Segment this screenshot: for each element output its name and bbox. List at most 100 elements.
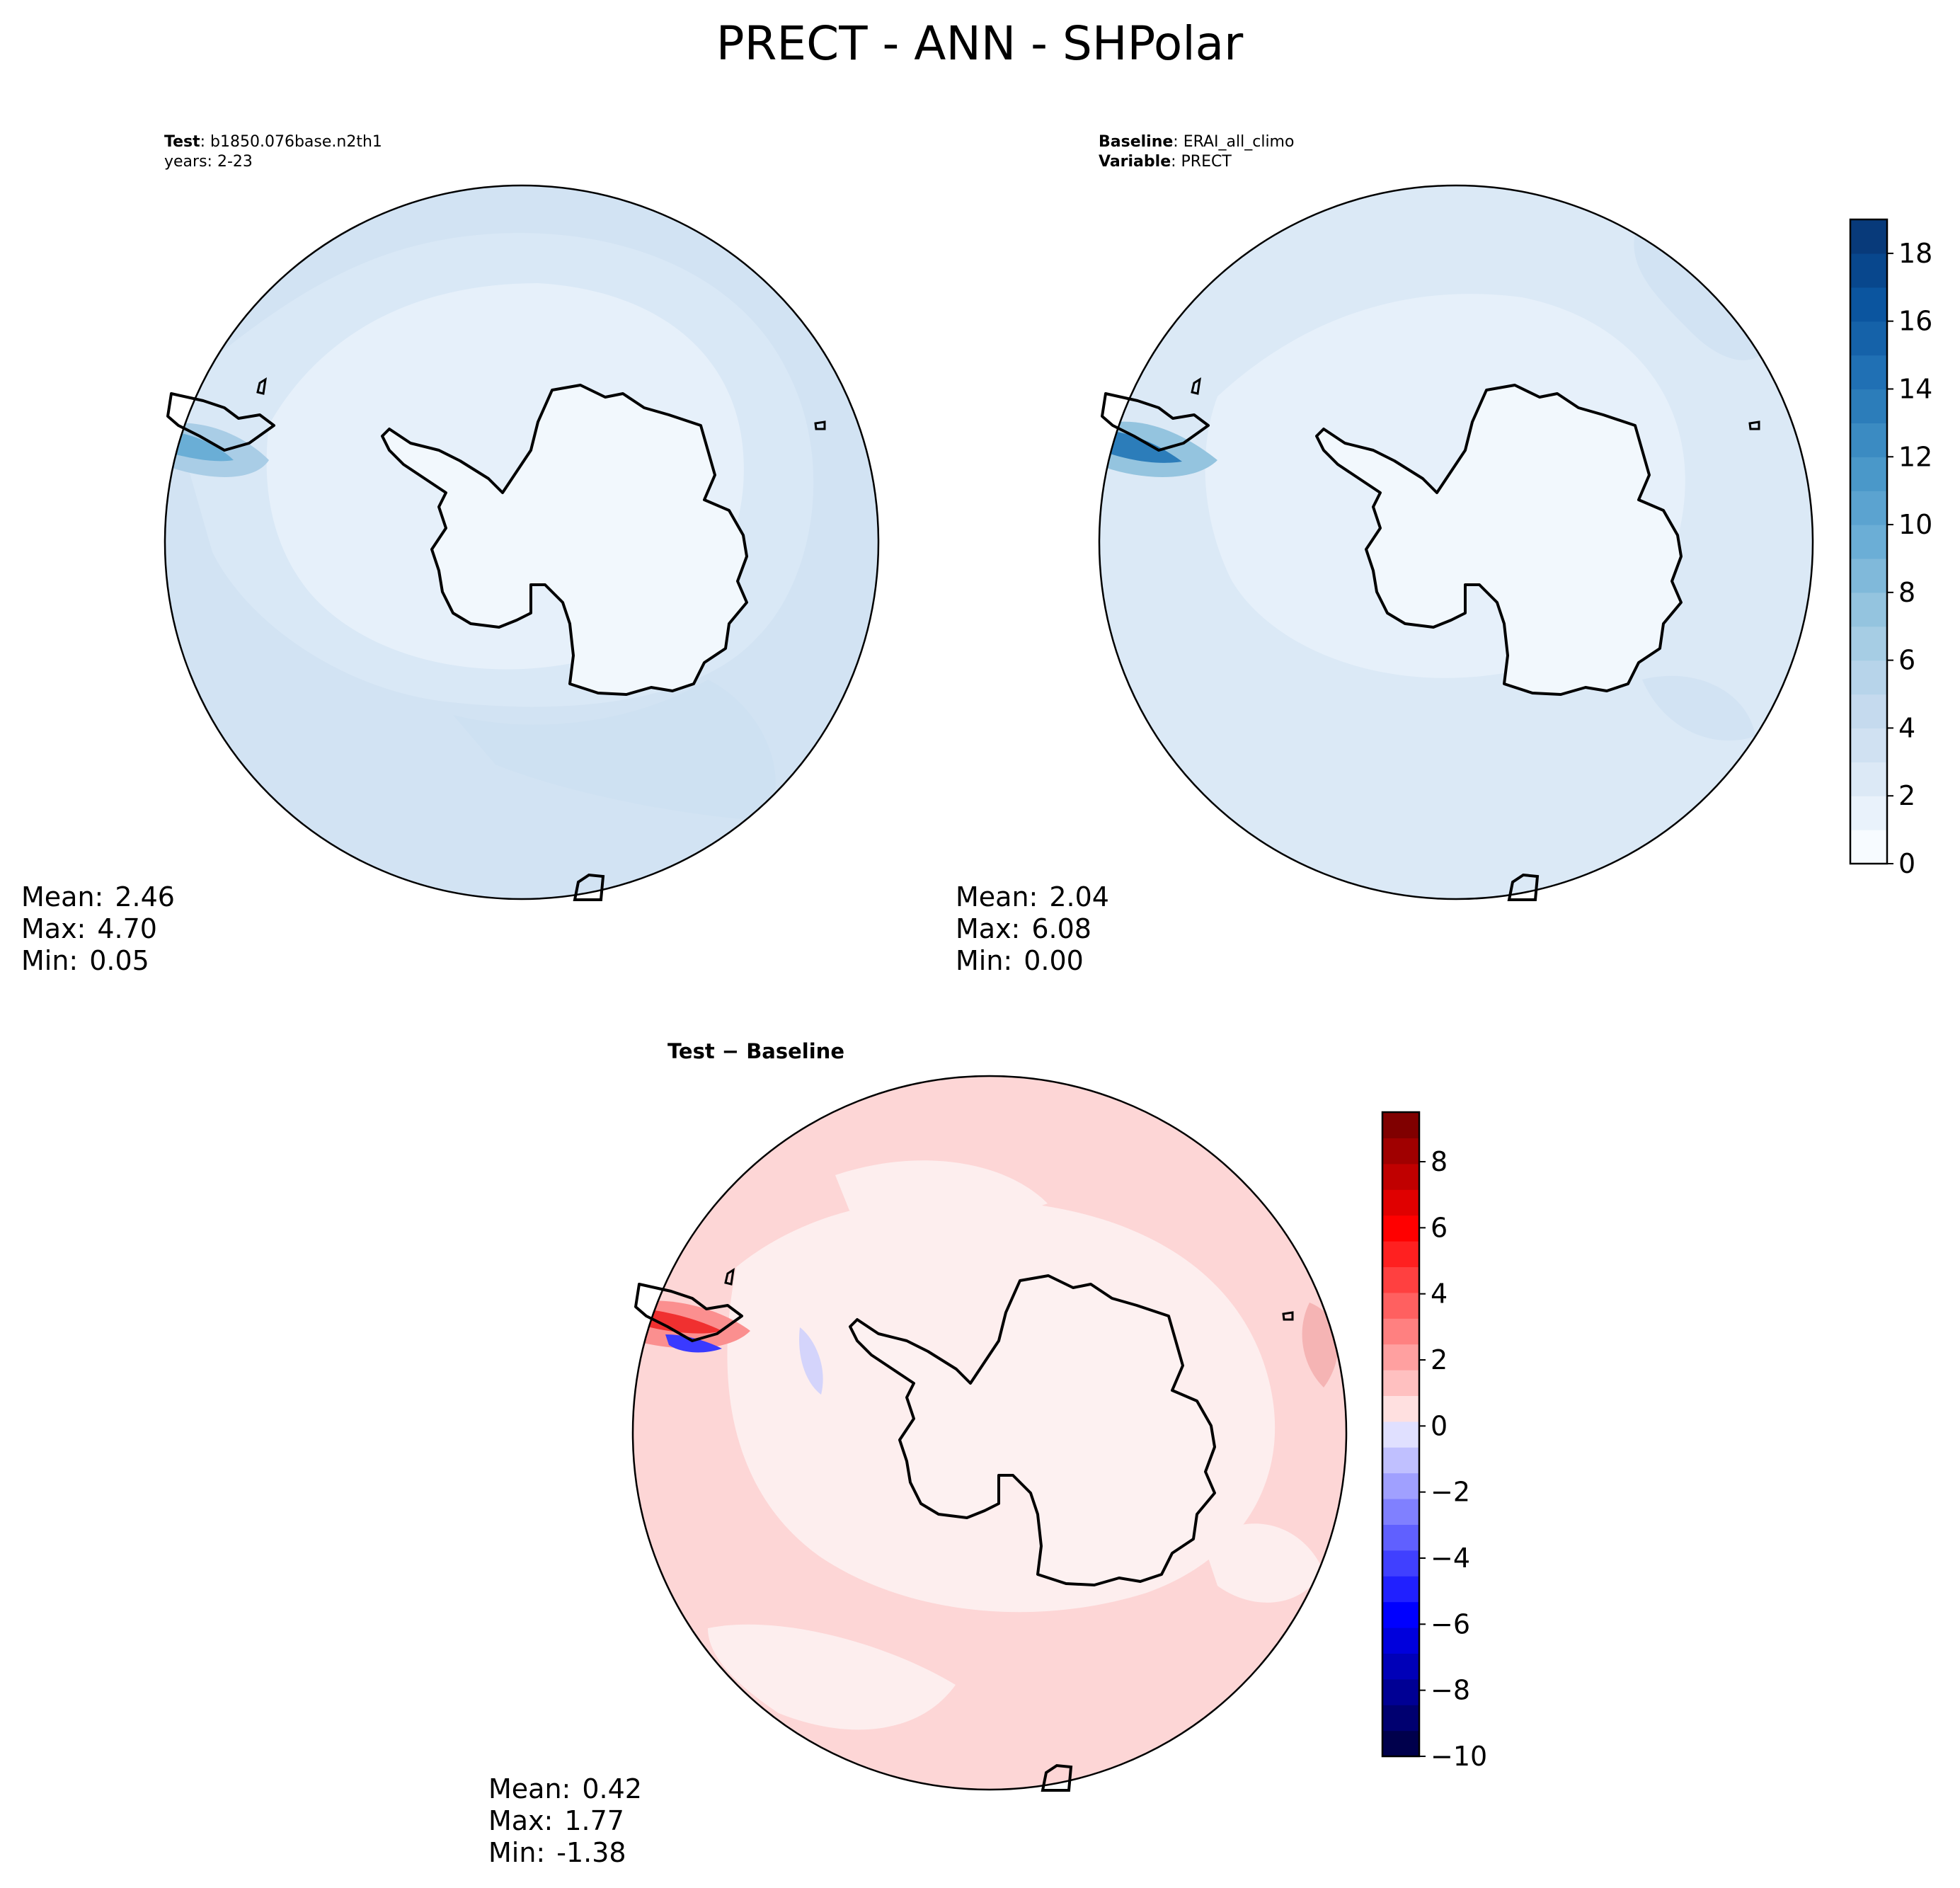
precip-colorbar-tick-label: 16 bbox=[1898, 306, 1932, 337]
baseline-map-border bbox=[1098, 184, 1814, 900]
difference-colorbar-segment bbox=[1382, 1318, 1419, 1345]
svg-text:Mean:2.04: Mean: 2.04 bbox=[956, 881, 1109, 912]
difference-map-border bbox=[631, 1075, 1348, 1791]
difference-colorbar-tick-label: 6 bbox=[1431, 1212, 1448, 1243]
difference-stats: Mean: 0.42 Max: 1.77 Min: -1.38 bbox=[488, 1773, 642, 1868]
variable-header-text: : PRECT bbox=[1171, 153, 1232, 171]
svg-text:Min:-1.38: Min: -1.38 bbox=[488, 1837, 626, 1868]
precip-colorbar-segment bbox=[1850, 491, 1887, 525]
precip-colorbar-segment bbox=[1850, 287, 1887, 322]
difference-colorbar-tick-label: −2 bbox=[1431, 1477, 1470, 1508]
test-stats: Mean: 2.46 Max: 4.70 Min: 0.05 bbox=[21, 881, 175, 976]
baseline-header: Baseline: ERAI_all_climo Variable: PRECT bbox=[1099, 133, 1294, 171]
difference-colorbar: −10 −8 −6 −4 −2 0 2 4 6 8 bbox=[1381, 1111, 1487, 1772]
difference-colorbar-segment bbox=[1382, 1550, 1419, 1577]
difference-map bbox=[631, 1075, 1348, 1792]
test-panel: Test: b1850.076base.n2th1 years: 2-23 bbox=[21, 133, 880, 976]
difference-colorbar-segment bbox=[1382, 1601, 1419, 1628]
difference-colorbar-segment bbox=[1382, 1163, 1419, 1190]
difference-colorbar-tick-label: −10 bbox=[1431, 1741, 1487, 1772]
svg-text:Mean:0.42: Mean: 0.42 bbox=[488, 1773, 642, 1804]
figure-title: PRECT - ANN - SHPolar bbox=[716, 16, 1244, 71]
svg-text:Max:6.08: Max: 6.08 bbox=[956, 913, 1091, 944]
precip-colorbar-segment bbox=[1850, 728, 1887, 762]
difference-colorbar-segment bbox=[1382, 1705, 1419, 1732]
difference-colorbar-segment bbox=[1382, 1112, 1419, 1138]
precip-colorbar-segment bbox=[1850, 219, 1887, 254]
difference-colorbar-tick-label: 0 bbox=[1431, 1410, 1448, 1441]
test-header-bold: Test bbox=[164, 133, 200, 151]
difference-colorbar-segment bbox=[1382, 1138, 1419, 1165]
svg-text:Test: b1850.076base.n2th1: Test: b1850.076base.n2th1 bbox=[164, 133, 382, 151]
difference-colorbar-segment bbox=[1382, 1421, 1419, 1448]
difference-colorbar-segment bbox=[1382, 1447, 1419, 1474]
test-header: Test: b1850.076base.n2th1 years: 2-23 bbox=[164, 133, 382, 171]
difference-colorbar-segment bbox=[1382, 1524, 1419, 1551]
precip-colorbar-tick-label: 8 bbox=[1898, 577, 1915, 608]
baseline-header-bold: Baseline bbox=[1099, 133, 1173, 151]
variable-header-bold: Variable bbox=[1099, 153, 1171, 171]
precip-colorbar-tick-label: 10 bbox=[1898, 509, 1932, 540]
precip-colorbar-segment bbox=[1850, 321, 1887, 356]
difference-colorbar-tick-label: 8 bbox=[1431, 1146, 1448, 1177]
difference-colorbar-segment bbox=[1382, 1730, 1419, 1757]
precip-colorbar-segment bbox=[1850, 626, 1887, 661]
difference-colorbar-segment bbox=[1382, 1653, 1419, 1680]
precip-colorbar-tick-label: 12 bbox=[1898, 441, 1932, 472]
test-header-text: : b1850.076base.n2th1 bbox=[200, 133, 382, 151]
test-map-border bbox=[164, 184, 880, 900]
precip-colorbar-segment bbox=[1850, 558, 1887, 593]
difference-colorbar-segment bbox=[1382, 1627, 1419, 1654]
precip-colorbar-segment bbox=[1850, 355, 1887, 390]
difference-colorbar-segment bbox=[1382, 1395, 1419, 1422]
test-map bbox=[164, 184, 880, 901]
precip-colorbar-segment bbox=[1850, 694, 1887, 729]
baseline-stats: Mean: 2.04 Max: 6.08 Min: 0.00 bbox=[956, 881, 1109, 976]
precip-colorbar-tick-label: 18 bbox=[1898, 238, 1932, 269]
svg-text:Baseline: ERAI_all_climo: Baseline: ERAI_all_climo bbox=[1099, 133, 1294, 151]
difference-colorbar-tick-label: −4 bbox=[1431, 1543, 1470, 1574]
precip-colorbar-segment bbox=[1850, 457, 1887, 491]
precip-colorbar-border bbox=[1849, 218, 1889, 865]
difference-header: Test − Baseline bbox=[667, 1039, 844, 1063]
difference-colorbar-segment bbox=[1382, 1292, 1419, 1319]
precip-colorbar: 0 2 4 6 8 10 12 14 16 18 bbox=[1849, 218, 1932, 879]
precip-colorbar-segment bbox=[1850, 423, 1887, 457]
svg-text:Variable: PRECT: Variable: PRECT bbox=[1099, 153, 1232, 171]
difference-colorbar-segment bbox=[1382, 1370, 1419, 1396]
precip-colorbar-segment bbox=[1850, 525, 1887, 559]
precip-colorbar-segment bbox=[1850, 592, 1887, 627]
baseline-header-text: : ERAI_all_climo bbox=[1173, 133, 1294, 151]
precip-colorbar-tick-label: 0 bbox=[1898, 848, 1915, 879]
svg-text:Min:0.00: Min: 0.00 bbox=[956, 945, 1084, 976]
difference-colorbar-segment bbox=[1382, 1215, 1419, 1242]
precip-colorbar-segment bbox=[1850, 830, 1887, 864]
difference-colorbar-segment bbox=[1382, 1241, 1419, 1267]
precip-colorbar-segment bbox=[1850, 253, 1887, 288]
difference-colorbar-tick-label: 2 bbox=[1431, 1344, 1448, 1375]
svg-text:Max:1.77: Max: 1.77 bbox=[488, 1805, 624, 1836]
test-years: years: 2-23 bbox=[164, 153, 253, 171]
precip-colorbar-segment bbox=[1850, 389, 1887, 423]
difference-colorbar-tick-label: −6 bbox=[1431, 1608, 1470, 1640]
difference-colorbar-segment bbox=[1382, 1344, 1419, 1371]
precip-colorbar-segment bbox=[1850, 762, 1887, 796]
difference-colorbar-segment bbox=[1382, 1472, 1419, 1499]
difference-colorbar-segment bbox=[1382, 1576, 1419, 1603]
difference-colorbar-segment bbox=[1382, 1266, 1419, 1293]
precip-colorbar-tick-label: 14 bbox=[1898, 373, 1932, 404]
baseline-panel: Baseline: ERAI_all_climo Variable: PRECT bbox=[956, 133, 1814, 976]
svg-text:Min:0.05: Min: 0.05 bbox=[21, 945, 149, 976]
svg-text:Max:4.70: Max: 4.70 bbox=[21, 913, 157, 944]
precip-colorbar-segment bbox=[1850, 660, 1887, 695]
precip-colorbar-segment bbox=[1850, 796, 1887, 830]
difference-colorbar-tick-label: −8 bbox=[1431, 1675, 1470, 1706]
precip-colorbar-tick-label: 6 bbox=[1898, 645, 1915, 676]
difference-colorbar-border bbox=[1381, 1111, 1421, 1758]
difference-colorbar-segment bbox=[1382, 1189, 1419, 1216]
difference-colorbar-segment bbox=[1382, 1678, 1419, 1705]
difference-colorbar-tick-label: 4 bbox=[1431, 1278, 1448, 1310]
svg-text:Mean:2.46: Mean: 2.46 bbox=[21, 881, 175, 912]
difference-colorbar-segment bbox=[1382, 1499, 1419, 1525]
